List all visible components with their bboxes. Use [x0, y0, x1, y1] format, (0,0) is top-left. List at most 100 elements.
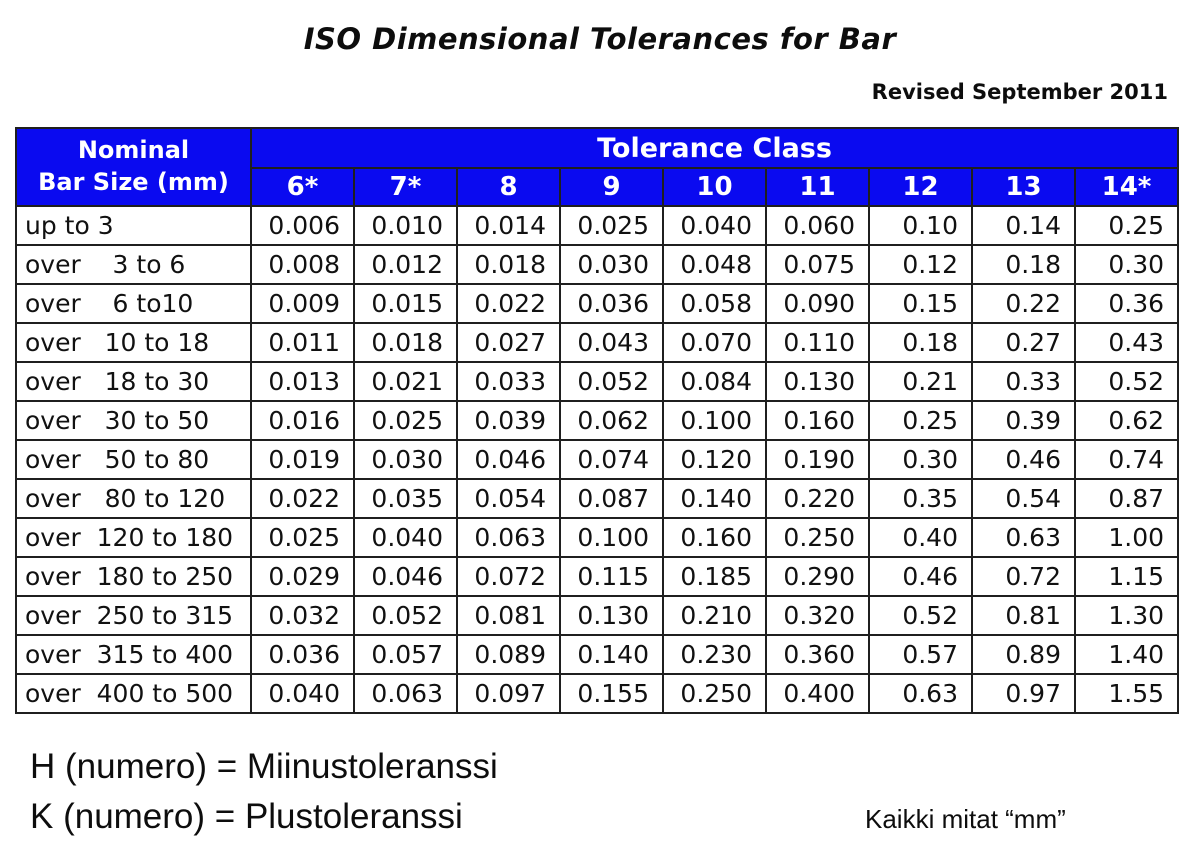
tolerance-value: 0.058 — [662, 283, 767, 324]
tolerance-value: 0.63 — [971, 517, 1076, 558]
tolerance-value: 0.009 — [250, 283, 355, 324]
tolerance-value: 0.006 — [250, 205, 355, 246]
nominal-bar-size-header: Nominal Bar Size (mm) — [15, 127, 252, 207]
tolerance-value: 0.89 — [971, 634, 1076, 675]
tolerance-value: 0.040 — [250, 673, 355, 714]
tolerance-value: 0.54 — [971, 478, 1076, 519]
table-row: over 120 to 180 0.025 0.040 0.063 0.100 0.160… — [15, 517, 1180, 558]
tolerance-value: 0.008 — [250, 244, 355, 285]
tolerance-value: 0.022 — [250, 478, 355, 519]
tolerance-value: 0.87 — [1073, 478, 1180, 519]
tolerance-value: 0.62 — [1073, 400, 1180, 441]
table-row: over 30 to 50 0.016 0.025 0.039 0.062 0.100 0.… — [15, 400, 1180, 441]
tolerance-value: 0.10 — [868, 205, 973, 246]
tolerance-value: 0.040 — [353, 517, 458, 558]
tolerance-value: 0.97 — [971, 673, 1076, 714]
table-row: over 50 to 80 0.019 0.030 0.046 0.074 0.120 0.… — [15, 439, 1180, 480]
tolerance-value: 0.18 — [971, 244, 1076, 285]
tolerance-value: 0.040 — [662, 205, 767, 246]
tolerance-value: 0.130 — [559, 595, 664, 636]
tolerance-value: 0.25 — [1073, 205, 1180, 246]
class-header-row: 6* 7* 8 9 10 11 12 13 14* — [16, 167, 1180, 207]
tolerance-value: 0.010 — [353, 205, 458, 246]
tolerance-class-col-header: 7* — [353, 167, 458, 207]
tolerance-value: 0.074 — [559, 439, 664, 480]
tolerance-value: 0.084 — [662, 361, 767, 402]
group-header-row: Nominal Bar Size (mm) Tolerance Class — [15, 127, 1180, 207]
table-row: over 6 to10 0.009 0.015 0.022 0.036 0.058 0.09… — [15, 283, 1180, 324]
tolerance-class-col-header: 9 — [559, 167, 664, 207]
tolerance-value: 1.55 — [1073, 673, 1180, 714]
bar-size-label: over 120 to 180 — [15, 517, 252, 558]
bar-size-label: over 400 to 500 — [15, 673, 252, 714]
bar-size-label: over 315 to 400 — [15, 634, 252, 675]
bar-size-label: over 50 to 80 — [15, 439, 252, 480]
tolerance-value: 1.40 — [1073, 634, 1180, 675]
tolerance-class-col-header: 13 — [971, 167, 1076, 207]
tolerance-value: 0.036 — [559, 283, 664, 324]
tolerance-value: 0.57 — [868, 634, 973, 675]
tolerance-value: 0.057 — [353, 634, 458, 675]
tolerance-value: 0.230 — [662, 634, 767, 675]
table-row: over 80 to 120 0.022 0.035 0.054 0.087 0.140 0… — [15, 478, 1180, 519]
tolerance-value: 0.075 — [765, 244, 870, 285]
bar-size-label: over 3 to 6 — [15, 244, 252, 285]
tolerance-value: 0.087 — [559, 478, 664, 519]
tolerance-value: 0.063 — [353, 673, 458, 714]
bar-size-label: over 80 to 120 — [15, 478, 252, 519]
tolerance-value: 0.018 — [353, 322, 458, 363]
tolerance-value: 0.12 — [868, 244, 973, 285]
nominal-bar-size-header-line2: Bar Size (mm) — [38, 168, 229, 196]
tolerance-value: 0.052 — [353, 595, 458, 636]
tolerance-value: 0.100 — [559, 517, 664, 558]
tolerance-value: 0.400 — [765, 673, 870, 714]
legend: H (numero) = Miinustoleranssi K (numero)… — [30, 742, 498, 842]
tolerance-value: 0.185 — [662, 556, 767, 597]
table-row: over 180 to 250 0.029 0.046 0.072 0.115 0.185… — [15, 556, 1180, 597]
tolerance-value: 0.15 — [868, 283, 973, 324]
tolerance-value: 0.072 — [456, 556, 561, 597]
tolerance-value: 0.210 — [662, 595, 767, 636]
tolerance-value: 0.33 — [971, 361, 1076, 402]
tolerance-value: 0.060 — [765, 205, 870, 246]
tolerance-value: 0.027 — [456, 322, 561, 363]
table-row: over 18 to 30 0.013 0.021 0.033 0.052 0.084 0.… — [15, 361, 1180, 402]
tolerance-value: 1.30 — [1073, 595, 1180, 636]
tolerance-value: 0.090 — [765, 283, 870, 324]
tolerance-value: 0.025 — [353, 400, 458, 441]
tolerance-value: 0.250 — [765, 517, 870, 558]
bar-size-label: over 10 to 18 — [15, 322, 252, 363]
tolerance-value: 0.030 — [559, 244, 664, 285]
tolerance-value: 0.032 — [250, 595, 355, 636]
tolerance-value: 0.043 — [559, 322, 664, 363]
tolerance-value: 0.030 — [353, 439, 458, 480]
tolerance-value: 0.120 — [662, 439, 767, 480]
tolerance-value: 0.43 — [1073, 322, 1180, 363]
tolerance-value: 0.52 — [1073, 361, 1180, 402]
tolerance-class-col-header: 10 — [662, 167, 767, 207]
tolerance-value: 0.011 — [250, 322, 355, 363]
tolerance-value: 0.100 — [662, 400, 767, 441]
bar-size-label: over 6 to10 — [15, 283, 252, 324]
tolerance-value: 0.016 — [250, 400, 355, 441]
tolerance-value: 0.46 — [868, 556, 973, 597]
tolerance-value: 0.46 — [971, 439, 1076, 480]
tolerance-value: 0.27 — [971, 322, 1076, 363]
tolerance-value: 0.290 — [765, 556, 870, 597]
tolerance-value: 0.063 — [456, 517, 561, 558]
tolerance-value: 0.081 — [456, 595, 561, 636]
tolerance-value: 0.155 — [559, 673, 664, 714]
tolerance-value: 0.029 — [250, 556, 355, 597]
bar-size-label: over 30 to 50 — [15, 400, 252, 441]
tolerance-value: 0.220 — [765, 478, 870, 519]
tolerance-value: 0.097 — [456, 673, 561, 714]
table-row: over 315 to 400 0.036 0.057 0.089 0.140 0.230… — [15, 634, 1180, 675]
tolerance-value: 0.054 — [456, 478, 561, 519]
nominal-bar-size-header-line1: Nominal — [77, 136, 190, 165]
tolerance-value: 0.18 — [868, 322, 973, 363]
tolerance-value: 0.190 — [765, 439, 870, 480]
tolerance-class-col-header: 11 — [765, 167, 870, 207]
tolerance-value: 0.046 — [456, 439, 561, 480]
tolerance-value: 0.160 — [765, 400, 870, 441]
tolerance-value: 0.115 — [559, 556, 664, 597]
